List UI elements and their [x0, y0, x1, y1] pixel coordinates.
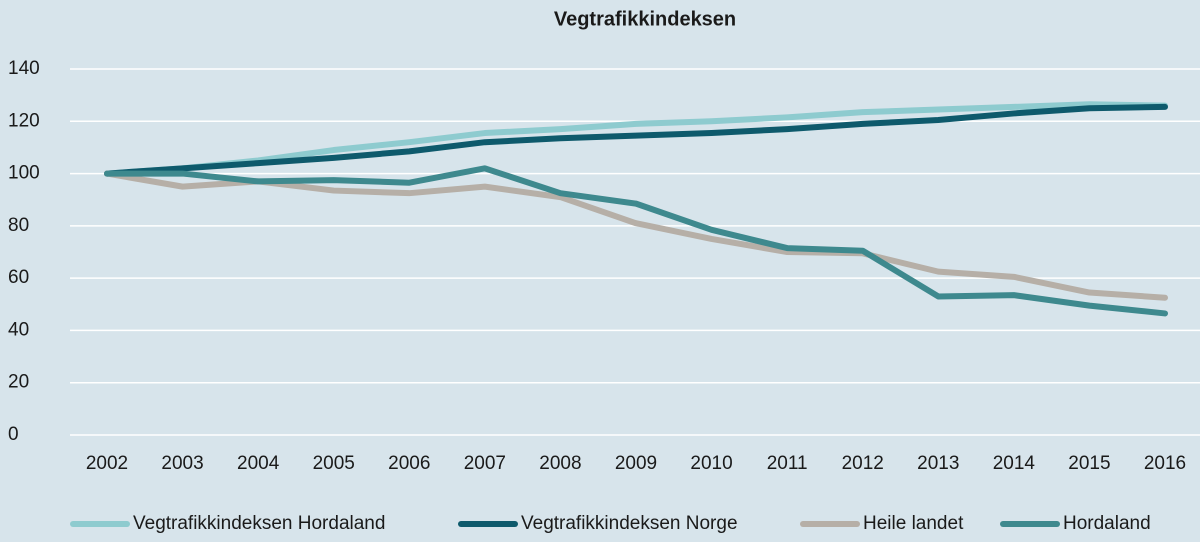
y-tick-label: 120	[8, 110, 40, 131]
y-tick-label: 0	[8, 424, 19, 445]
y-tick-label: 80	[8, 215, 29, 236]
y-tick-label: 100	[8, 163, 40, 184]
x-tick-label: 2005	[313, 453, 355, 474]
series-line	[104, 165, 1168, 317]
series-line	[104, 101, 1168, 177]
legend-label: Heile landet	[863, 513, 964, 534]
x-tick-label: 2010	[690, 453, 732, 474]
legend-label: Vegtrafikkindeksen Hordaland	[133, 513, 385, 534]
x-tick-label: 2012	[842, 453, 884, 474]
x-tick-label: 2003	[161, 453, 203, 474]
legend-label: Hordaland	[1063, 513, 1151, 534]
x-tick-label: 2016	[1144, 453, 1186, 474]
y-tick-label: 40	[8, 319, 29, 340]
x-tick-label: 2002	[86, 453, 128, 474]
series-line	[104, 103, 1168, 177]
legend-label: Vegtrafikkindeksen Norge	[521, 513, 738, 534]
x-tick-label: 2014	[993, 453, 1036, 474]
x-tick-label: 2008	[539, 453, 581, 474]
x-tick-label: 2006	[388, 453, 430, 474]
x-tick-label: 2015	[1068, 453, 1110, 474]
x-tick-label: 2004	[237, 453, 280, 474]
y-tick-label: 140	[8, 58, 40, 79]
x-tick-label: 2011	[767, 453, 808, 474]
y-tick-label: 20	[8, 372, 29, 393]
x-tick-label: 2013	[917, 453, 959, 474]
series-line	[104, 170, 1168, 301]
y-tick-label: 60	[8, 267, 29, 288]
x-tick-label: 2007	[464, 453, 506, 474]
chart-title: Vegtrafikkindeksen	[554, 8, 736, 30]
x-tick-label: 2009	[615, 453, 657, 474]
